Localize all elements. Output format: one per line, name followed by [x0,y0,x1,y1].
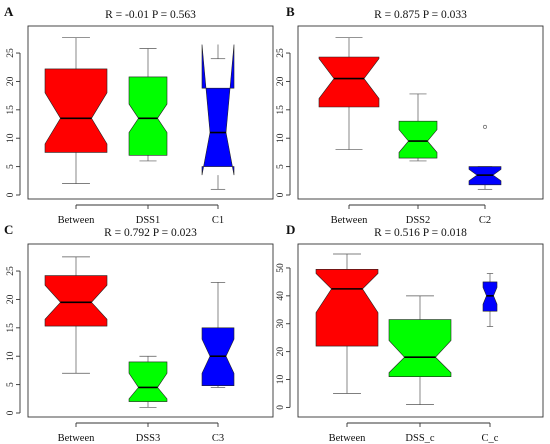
x-tick-label: C2 [479,215,491,226]
y-tick-label: 40 [276,291,286,301]
notched-box [315,268,379,347]
y-tick-label: 20 [6,294,16,304]
y-tick-label: 10 [6,351,16,361]
notched-box [201,44,235,176]
x-tick-label: Between [329,433,366,444]
y-tick-label: 10 [276,375,286,385]
plot-frame [27,243,274,418]
panel-title: R = 0.792 P = 0.023 [104,227,197,239]
panel-c: C R = 0.792 P = 0.023 0 5 10 15 20 25 Between DSS… [4,222,274,444]
notched-box [398,120,438,159]
box-dss3 [128,355,168,408]
outlier-point [483,124,487,129]
y-tick-label: 25 [6,48,16,58]
x-tick-label: C_c [482,433,499,444]
notched-box [44,275,108,327]
panel-a: A R = -0.01 P = 0.563 0 5 10 15 20 25 Between DSS… [4,4,274,226]
notched-box [128,76,168,156]
x-tick-label: DSS1 [136,215,161,226]
y-tick-label: 20 [276,347,286,357]
y-tick-label: 0 [276,192,286,197]
notched-box [318,56,380,108]
y-tick-label: 15 [276,105,286,115]
notched-box [388,319,452,378]
panel-letter: C [4,222,13,237]
notched-box [128,361,168,402]
panel-title: R = 0.516 P = 0.018 [374,227,467,239]
x-tick-label: DSS2 [406,215,431,226]
box-dss1 [128,48,168,162]
y-tick-label: 20 [276,76,286,86]
y-tick-label: 5 [6,382,16,387]
y-tick-label: 10 [276,133,286,143]
x-tick-label: DSS_c [405,433,435,444]
box-between [44,256,108,374]
box-between [44,37,108,184]
panel-d: D R = 0.516 P = 0.018 0 10 20 30 40 50 Between DS… [276,222,544,444]
plot-frame [27,25,274,200]
panel-letter: D [286,222,295,237]
y-tick-label: 5 [276,164,286,169]
box-between [315,253,379,394]
y-tick-label: 30 [276,319,286,329]
x-tick-label: DSS3 [136,433,161,444]
panel-title: R = -0.01 P = 0.563 [105,9,196,21]
y-tick-label: 25 [276,48,286,58]
box-dss-c [388,295,452,405]
box-c1 [201,44,235,190]
panel-b: B R = 0.875 P = 0.033 0 5 10 15 20 25 Between DSS… [276,4,544,226]
box-c2 [468,166,502,190]
notched-box [44,68,108,153]
box-c-c [482,273,498,327]
y-tick-label: 10 [6,133,16,143]
y-tick-label: 20 [6,76,16,86]
y-tick-label: 0 [6,192,16,197]
y-tick-label: 15 [6,323,16,333]
box-between [318,37,380,150]
x-tick-label: C1 [212,215,224,226]
y-tick-label: 0 [6,410,16,415]
panel-letter: A [4,4,14,19]
y-tick-label: 50 [276,263,286,273]
x-tick-label: Between [58,215,95,226]
y-tick-label: 15 [6,105,16,115]
box-dss2 [398,93,438,162]
panel-letter: B [286,4,295,19]
x-tick-label: Between [331,215,368,226]
plot-frame [297,243,544,418]
plot-frame [297,25,544,200]
y-tick-label: 0 [276,405,286,410]
y-tick-label: 5 [6,164,16,169]
panel-title: R = 0.875 P = 0.033 [374,9,467,21]
x-tick-label: Between [58,433,95,444]
box-c3 [201,282,235,388]
y-tick-label: 25 [6,266,16,276]
x-tick-label: C3 [212,433,224,444]
